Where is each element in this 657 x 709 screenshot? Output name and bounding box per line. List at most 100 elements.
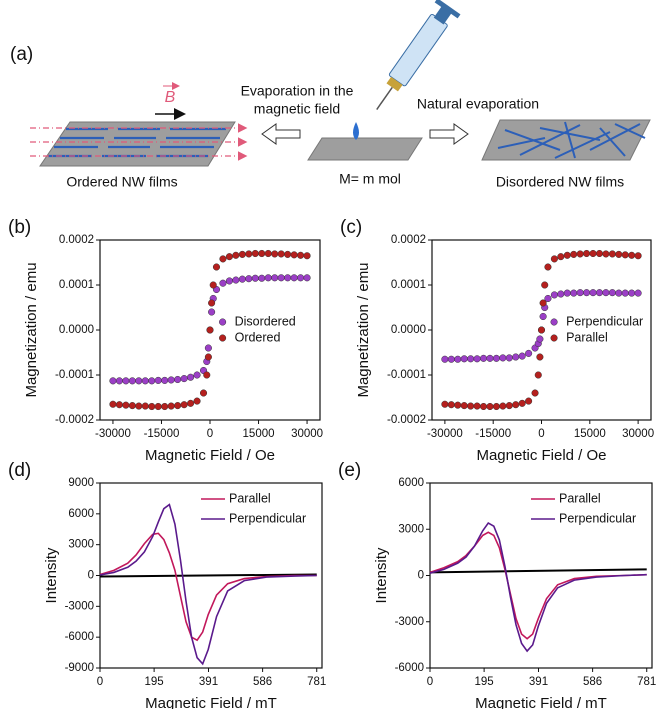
- panel-label: (a): [10, 44, 33, 65]
- figure: (a) B Evaporation in the magnetic field …: [0, 0, 657, 709]
- x-tick-label: 0: [427, 676, 433, 688]
- data-point: [116, 378, 123, 385]
- data-point: [291, 275, 298, 282]
- x-tick-label: 15000: [574, 428, 606, 440]
- data-point: [467, 403, 474, 410]
- data-point: [168, 377, 175, 384]
- data-point: [540, 313, 547, 320]
- data-point: [220, 280, 227, 287]
- y-tick-label: -3000: [395, 616, 424, 628]
- data-point: [142, 403, 149, 410]
- x-tick-label: 30000: [291, 428, 323, 440]
- y-tick-label: 0: [88, 570, 94, 582]
- data-point: [635, 252, 642, 259]
- data-line: [430, 532, 647, 638]
- data-point: [583, 289, 590, 296]
- data-point: [442, 356, 449, 363]
- y-tick-label: 0.0002: [391, 234, 426, 246]
- right-arrow: [430, 124, 468, 144]
- data-point: [609, 251, 616, 258]
- legend-label: Disordered: [235, 314, 296, 328]
- data-point: [590, 250, 597, 257]
- data-point: [564, 252, 571, 259]
- data-point: [622, 252, 629, 259]
- data-point: [174, 376, 181, 383]
- data-point: [461, 402, 468, 409]
- data-point: [551, 292, 558, 299]
- data-point: [615, 251, 622, 258]
- data-point: [210, 282, 217, 289]
- data-point: [493, 355, 500, 362]
- data-point: [271, 275, 278, 282]
- data-point: [540, 300, 547, 307]
- y-axis-label: Intensity: [373, 547, 390, 603]
- data-point: [205, 345, 212, 352]
- y-tick-label: 0.0001: [59, 279, 94, 291]
- data-point: [116, 401, 123, 408]
- caption: Ordered NW films: [66, 174, 177, 190]
- y-tick-label: -6000: [65, 631, 94, 643]
- data-point: [558, 291, 565, 298]
- data-point: [110, 378, 117, 385]
- legend-label: Ordered: [235, 330, 281, 344]
- x-tick-label: -30000: [95, 428, 131, 440]
- data-point: [220, 256, 227, 263]
- data-point: [551, 256, 558, 263]
- data-point: [525, 350, 532, 357]
- data-point: [233, 277, 240, 284]
- legend-label: Perpendicular: [566, 314, 643, 328]
- data-point: [148, 403, 155, 410]
- data-point: [577, 251, 584, 258]
- x-tick-label: 195: [475, 676, 494, 688]
- data-point: [246, 251, 253, 258]
- data-point: [123, 402, 130, 409]
- x-axis-label: Magnetic Field / Oe: [145, 447, 275, 464]
- data-point: [467, 356, 474, 363]
- x-tick-label: -15000: [144, 428, 180, 440]
- y-tick-label: 3000: [68, 539, 94, 551]
- method-label: Evaporation in the: [241, 83, 354, 99]
- data-point: [278, 251, 285, 258]
- y-tick-label: 6000: [68, 508, 94, 520]
- left-arrow: [262, 124, 300, 144]
- data-line: [430, 523, 647, 651]
- data-point: [284, 251, 291, 258]
- data-point: [239, 251, 246, 258]
- y-axis-label: Magnetization / emu: [23, 262, 40, 397]
- data-point: [205, 354, 212, 361]
- data-point: [174, 402, 181, 409]
- data-point: [161, 403, 168, 410]
- data-point: [603, 251, 610, 258]
- x-tick-label: 781: [637, 676, 656, 688]
- data-point: [583, 250, 590, 257]
- data-point: [110, 401, 117, 408]
- y-tick-label: 0.0000: [391, 324, 426, 336]
- data-point: [187, 400, 194, 407]
- y-axis-label: Magnetization / emu: [355, 262, 372, 397]
- y-tick-label: -0.0002: [55, 414, 94, 426]
- data-point: [487, 403, 494, 410]
- data-point: [168, 403, 175, 410]
- x-axis-label: Magnetic Field / Oe: [476, 447, 606, 464]
- x-tick-label: 30000: [622, 428, 654, 440]
- data-point: [628, 290, 635, 297]
- data-point: [454, 402, 461, 409]
- data-point: [258, 250, 265, 257]
- data-point: [500, 403, 507, 410]
- x-tick-label: 0: [538, 428, 544, 440]
- data-point: [558, 253, 565, 260]
- data-point: [480, 403, 487, 410]
- data-point: [525, 398, 532, 405]
- y-tick-label: -0.0001: [387, 369, 426, 381]
- data-point: [304, 252, 311, 259]
- caption: Disordered NW films: [496, 174, 624, 190]
- y-tick-label: 0: [418, 570, 424, 582]
- legend-marker: [219, 319, 226, 326]
- y-tick-label: -6000: [395, 662, 424, 674]
- panel-label: (d): [8, 460, 31, 481]
- data-point: [577, 289, 584, 296]
- data-point: [208, 309, 215, 316]
- data-point: [506, 402, 513, 409]
- data-point: [284, 275, 291, 282]
